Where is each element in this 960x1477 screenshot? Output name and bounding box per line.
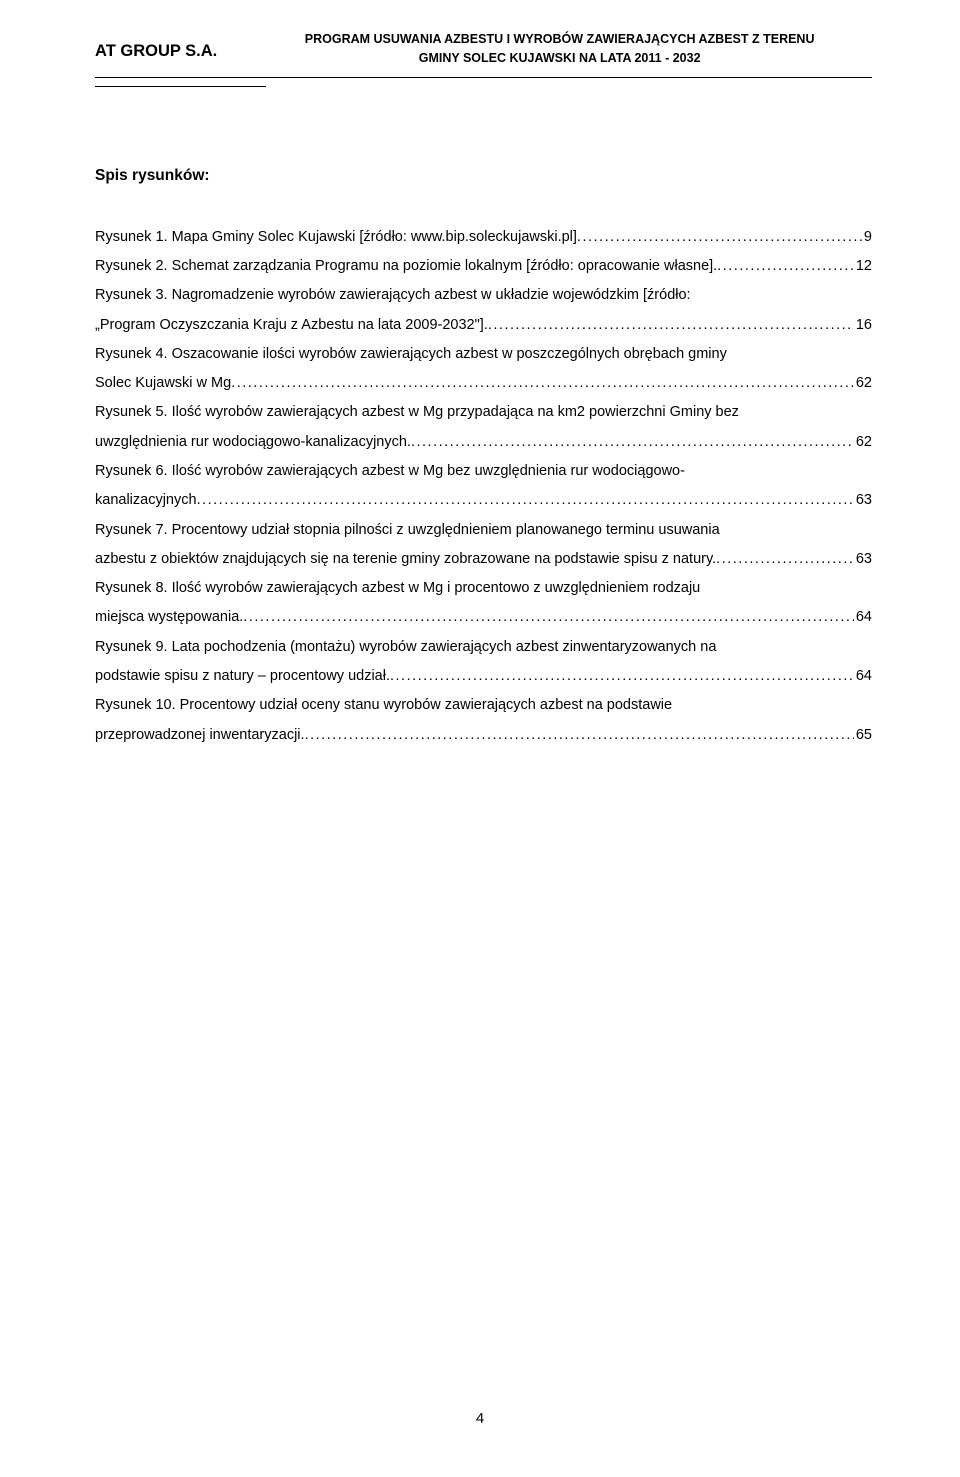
toc-entry-line-final: miejsca występowania. 64 xyxy=(95,603,872,632)
company-name: AT GROUP S.A. xyxy=(95,30,217,61)
toc-entry-line-final: „Program Oczyszczania Kraju z Azbestu na… xyxy=(95,311,872,340)
toc-entry-text: Rysunek 2. Schemat zarządzania Programu … xyxy=(95,252,717,281)
toc-entry-text: Rysunek 6. Ilość wyrobów zawierających a… xyxy=(95,457,685,486)
toc-entry-line: Rysunek 8. Ilość wyrobów zawierających a… xyxy=(95,574,872,603)
toc-entry-page: 64 xyxy=(854,662,872,691)
table-of-figures: Rysunek 1. Mapa Gminy Solec Kujawski [źr… xyxy=(95,223,872,750)
document-title: PROGRAM USUWANIA AZBESTU I WYROBÓW ZAWIE… xyxy=(217,30,872,69)
toc-entry-page: 62 xyxy=(854,369,872,398)
toc-leader-dots xyxy=(243,603,854,632)
toc-leader-dots xyxy=(305,721,854,750)
toc-entry-line-final: podstawie spisu z natury – procentowy ud… xyxy=(95,662,872,691)
toc-entry-page: 62 xyxy=(854,428,872,457)
toc-entry-text: uwzględnienia rur wodociągowo-kanalizacy… xyxy=(95,428,411,457)
toc-leader-dots xyxy=(716,545,854,574)
toc-entry-page: 63 xyxy=(854,486,872,515)
toc-entry-line-final: Rysunek 2. Schemat zarządzania Programu … xyxy=(95,252,872,281)
toc-entry-text: Rysunek 4. Oszacowanie ilości wyrobów za… xyxy=(95,340,727,369)
toc-entry-page: 64 xyxy=(854,603,872,632)
toc-entry-text: Rysunek 7. Procentowy udział stopnia pil… xyxy=(95,516,720,545)
toc-entry-line: Rysunek 6. Ilość wyrobów zawierających a… xyxy=(95,457,872,486)
toc-entry-text: kanalizacyjnych xyxy=(95,486,197,515)
toc-entry-line: Rysunek 4. Oszacowanie ilości wyrobów za… xyxy=(95,340,872,369)
toc-entry-text: „Program Oczyszczania Kraju z Azbestu na… xyxy=(95,311,488,340)
toc-leader-dots xyxy=(231,369,854,398)
toc-leader-dots xyxy=(411,428,854,457)
toc-entry-page: 12 xyxy=(854,252,872,281)
document-page: AT GROUP S.A. PROGRAM USUWANIA AZBESTU I… xyxy=(0,0,960,1477)
toc-leader-dots xyxy=(488,311,854,340)
toc-entry-line-final: uwzględnienia rur wodociągowo-kanalizacy… xyxy=(95,428,872,457)
toc-entry-text: Rysunek 5. Ilość wyrobów zawierających a… xyxy=(95,398,739,427)
toc-leader-dots xyxy=(717,252,854,281)
toc-entry-text: Rysunek 9. Lata pochodzenia (montażu) wy… xyxy=(95,633,716,662)
toc-leader-dots xyxy=(197,486,854,515)
document-title-line2: GMINY SOLEC KUJAWSKI NA LATA 2011 - 2032 xyxy=(247,49,872,68)
toc-entry-text: azbestu z obiektów znajdujących się na t… xyxy=(95,545,716,574)
toc-entry-line-final: kanalizacyjnych 63 xyxy=(95,486,872,515)
toc-entry-text: podstawie spisu z natury – procentowy ud… xyxy=(95,662,390,691)
toc-entry-text: miejsca występowania. xyxy=(95,603,243,632)
page-header: AT GROUP S.A. PROGRAM USUWANIA AZBESTU I… xyxy=(95,30,872,69)
toc-entry-page: 9 xyxy=(862,223,872,252)
toc-entry-text: Rysunek 10. Procentowy udział oceny stan… xyxy=(95,691,672,720)
toc-entry-page: 63 xyxy=(854,545,872,574)
toc-leader-dots xyxy=(390,662,854,691)
toc-entry-text: Rysunek 1. Mapa Gminy Solec Kujawski [źr… xyxy=(95,223,577,252)
header-divider xyxy=(95,77,872,78)
toc-entry-line-final: przeprowadzonej inwentaryzacji. 65 xyxy=(95,721,872,750)
toc-entry-text: przeprowadzonej inwentaryzacji. xyxy=(95,721,305,750)
toc-entry-line: Rysunek 5. Ilość wyrobów zawierających a… xyxy=(95,398,872,427)
toc-entry-line: Rysunek 7. Procentowy udział stopnia pil… xyxy=(95,516,872,545)
toc-entry-text: Solec Kujawski w Mg xyxy=(95,369,231,398)
toc-entry-text: Rysunek 3. Nagromadzenie wyrobów zawiera… xyxy=(95,281,691,310)
toc-entry-line: Rysunek 3. Nagromadzenie wyrobów zawiera… xyxy=(95,281,872,310)
toc-entry-line: Rysunek 9. Lata pochodzenia (montażu) wy… xyxy=(95,633,872,662)
toc-entry-line: Rysunek 10. Procentowy udział oceny stan… xyxy=(95,691,872,720)
toc-entry-page: 16 xyxy=(854,311,872,340)
toc-entry-page: 65 xyxy=(854,721,872,750)
content-area: Spis rysunków: Rysunek 1. Mapa Gminy Sol… xyxy=(95,87,872,750)
toc-entry-line-final: Solec Kujawski w Mg 62 xyxy=(95,369,872,398)
section-title: Spis rysunków: xyxy=(95,167,872,185)
document-title-line1: PROGRAM USUWANIA AZBESTU I WYROBÓW ZAWIE… xyxy=(247,30,872,49)
page-number: 4 xyxy=(0,1410,960,1427)
toc-entry-line-final: azbestu z obiektów znajdujących się na t… xyxy=(95,545,872,574)
toc-leader-dots xyxy=(577,223,862,252)
toc-entry-text: Rysunek 8. Ilość wyrobów zawierających a… xyxy=(95,574,700,603)
toc-entry-line-final: Rysunek 1. Mapa Gminy Solec Kujawski [źr… xyxy=(95,223,872,252)
